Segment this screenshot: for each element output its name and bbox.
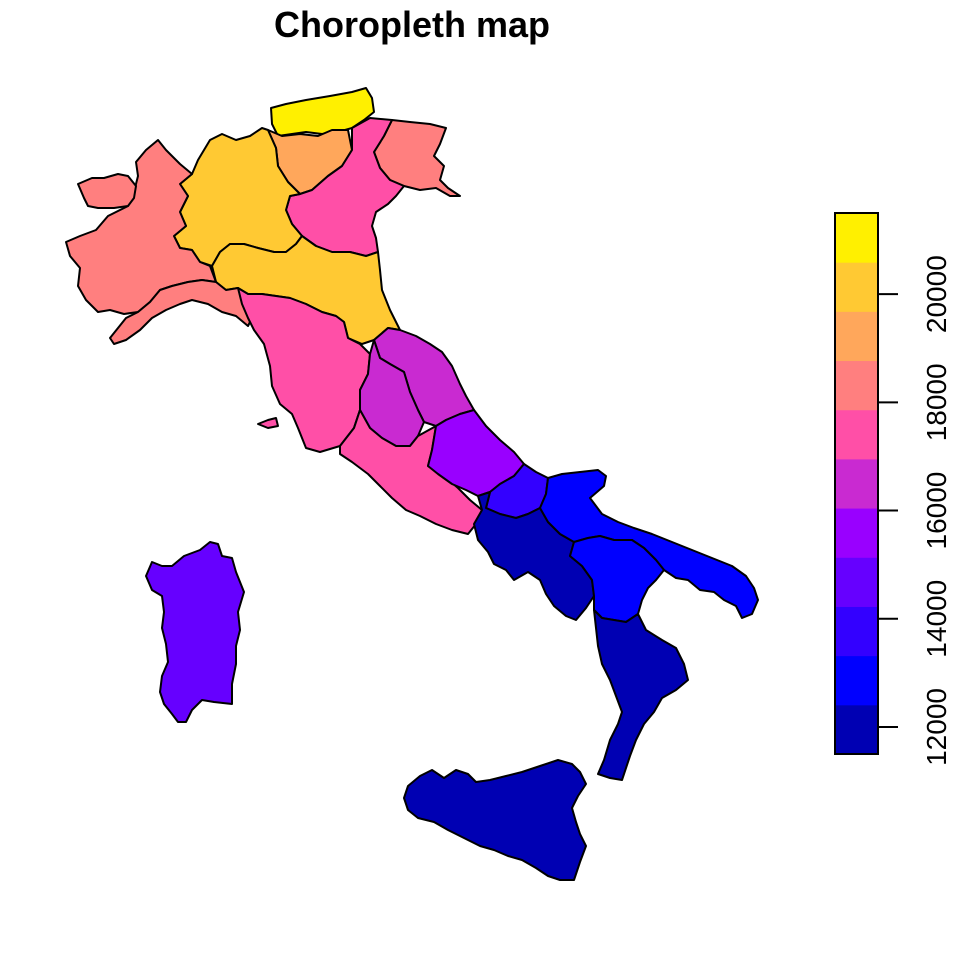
legend-swatch xyxy=(835,704,878,755)
legend-tick-label: 12000 xyxy=(921,688,952,766)
region-campania[interactable] xyxy=(473,491,595,621)
legend-tick-label: 20000 xyxy=(921,255,952,333)
region-valle-d-aosta[interactable] xyxy=(77,173,137,209)
legend-swatch xyxy=(835,508,878,558)
legend-swatch xyxy=(835,213,878,263)
region-lazio[interactable] xyxy=(339,409,483,535)
legend-frame xyxy=(834,212,879,755)
legend-tick-label: 16000 xyxy=(921,472,952,550)
map-title: Choropleth map xyxy=(274,4,550,45)
legend-tick-label: 14000 xyxy=(921,580,952,658)
legend-swatch xyxy=(835,557,878,607)
legend-swatch xyxy=(835,360,878,411)
legend-swatch xyxy=(835,409,878,460)
region-elba[interactable] xyxy=(257,417,279,429)
region-sardegna[interactable] xyxy=(145,541,245,723)
legend-swatch xyxy=(835,262,878,312)
region-sicilia[interactable] xyxy=(403,759,587,881)
legend-swatch xyxy=(835,458,878,509)
legend-tick-label: 18000 xyxy=(921,363,952,441)
region-calabria[interactable] xyxy=(593,609,689,781)
legend-swatch xyxy=(835,311,878,362)
region-basilicata[interactable] xyxy=(569,535,665,623)
legend-swatch xyxy=(835,655,878,706)
legend-swatch xyxy=(835,606,878,657)
